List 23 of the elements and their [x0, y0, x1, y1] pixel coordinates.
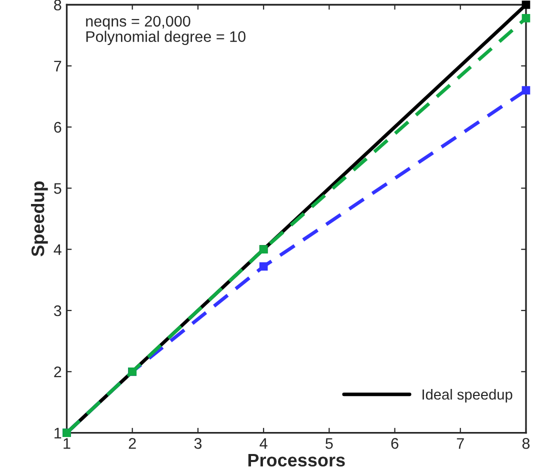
y-tick-label: 4 [54, 244, 62, 255]
x-tick-label: 8 [522, 438, 530, 449]
x-axis-title: Processors [248, 454, 345, 467]
y-tick-label: 7 [54, 60, 62, 72]
y-axis-title: Speedup [31, 181, 48, 256]
y-tick-label: 5 [54, 183, 62, 194]
point [259, 262, 268, 271]
point [522, 86, 530, 95]
x-tick-label: 2 [128, 438, 136, 449]
x-tick-label: 6 [391, 438, 398, 449]
y-tick-label: 3 [54, 305, 62, 316]
point [522, 14, 530, 22]
x-tick-label: 4 [260, 438, 268, 449]
y-tick-label: 2 [54, 366, 62, 378]
annotation: neqns = 20,000 Polynomial degree = 10 [86, 16, 246, 46]
x-tick-label: 7 [456, 438, 464, 449]
y-tick-label: 8 [54, 0, 62, 10]
y-tick-label: 1 [54, 428, 62, 438]
y-tick-label: 6 [54, 122, 62, 133]
x-tick-label: 1 [64, 438, 70, 449]
x-tick-label: 5 [326, 438, 333, 449]
legend-label: Ideal speedup [422, 388, 512, 403]
x-tick-label: 3 [194, 438, 202, 449]
